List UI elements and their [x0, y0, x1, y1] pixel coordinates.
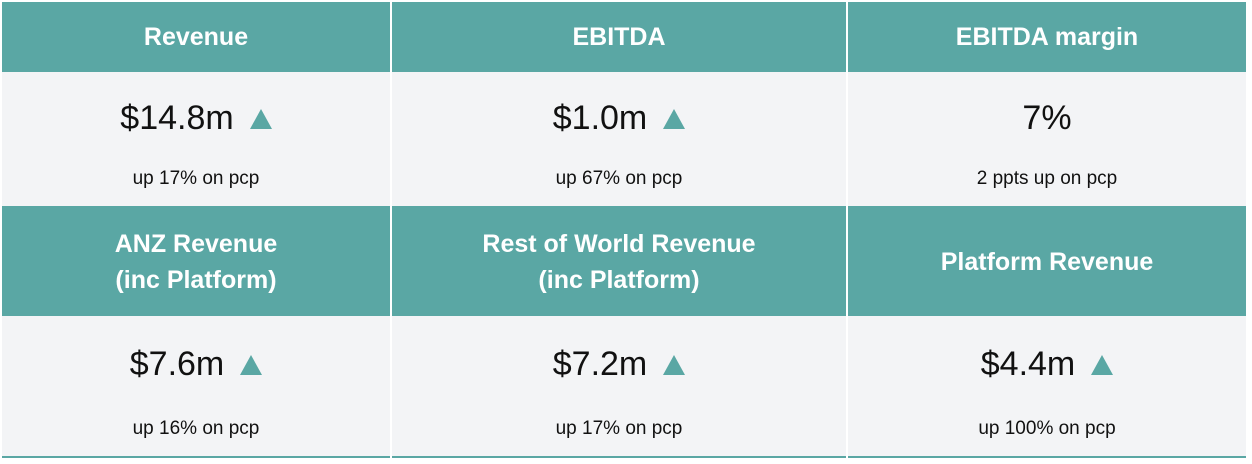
metric-cell-revenue: $14.8m up 17% on pcp — [2, 72, 390, 208]
metric-cell-rest-of-world-revenue: $7.2m up 17% on pcp — [392, 316, 846, 458]
metric-value: $1.0m — [552, 99, 648, 137]
metric-value: 7% — [1022, 99, 1072, 137]
metric-value: $14.8m — [120, 99, 234, 137]
value-line: $7.6m — [130, 342, 263, 386]
value-line: 7% — [1022, 96, 1071, 140]
triangle-up-icon — [663, 109, 686, 129]
value-line: $1.0m — [553, 96, 686, 140]
metric-change: up 16% on pcp — [132, 418, 260, 439]
metrics-table: Revenue EBITDA EBITDA margin $14.8m up 1… — [2, 2, 1246, 458]
header-revenue: Revenue — [2, 2, 390, 72]
metric-change: 2 ppts up on pcp — [976, 168, 1118, 189]
header-ebitda-margin: EBITDA margin — [848, 2, 1246, 72]
metric-cell-platform-revenue: $4.4m up 100% on pcp — [848, 316, 1246, 458]
header-ebitda: EBITDA — [392, 2, 846, 72]
triangle-up-icon — [663, 355, 686, 375]
metric-change: up 67% on pcp — [555, 168, 683, 189]
metric-change: up 17% on pcp — [132, 168, 260, 189]
triangle-up-icon — [240, 355, 263, 375]
metric-cell-ebitda: $1.0m up 67% on pcp — [392, 72, 846, 208]
metric-value: $4.4m — [980, 345, 1076, 383]
metric-value: $7.2m — [552, 345, 648, 383]
metric-cell-ebitda-margin: 7% 2 ppts up on pcp — [848, 72, 1246, 208]
header-anz-revenue: ANZ Revenue (inc Platform) — [2, 208, 390, 316]
header-platform-revenue: Platform Revenue — [848, 208, 1246, 316]
metric-change: up 17% on pcp — [555, 418, 683, 439]
value-line: $4.4m — [981, 342, 1114, 386]
header-rest-of-world-revenue: Rest of World Revenue (inc Platform) — [392, 208, 846, 316]
metric-change: up 100% on pcp — [978, 418, 1116, 439]
metric-cell-anz-revenue: $7.6m up 16% on pcp — [2, 316, 390, 458]
value-line: $7.2m — [553, 342, 686, 386]
value-line: $14.8m — [120, 96, 272, 140]
metric-value: $7.6m — [129, 345, 225, 383]
triangle-up-icon — [1091, 355, 1114, 375]
triangle-up-icon — [249, 109, 272, 129]
